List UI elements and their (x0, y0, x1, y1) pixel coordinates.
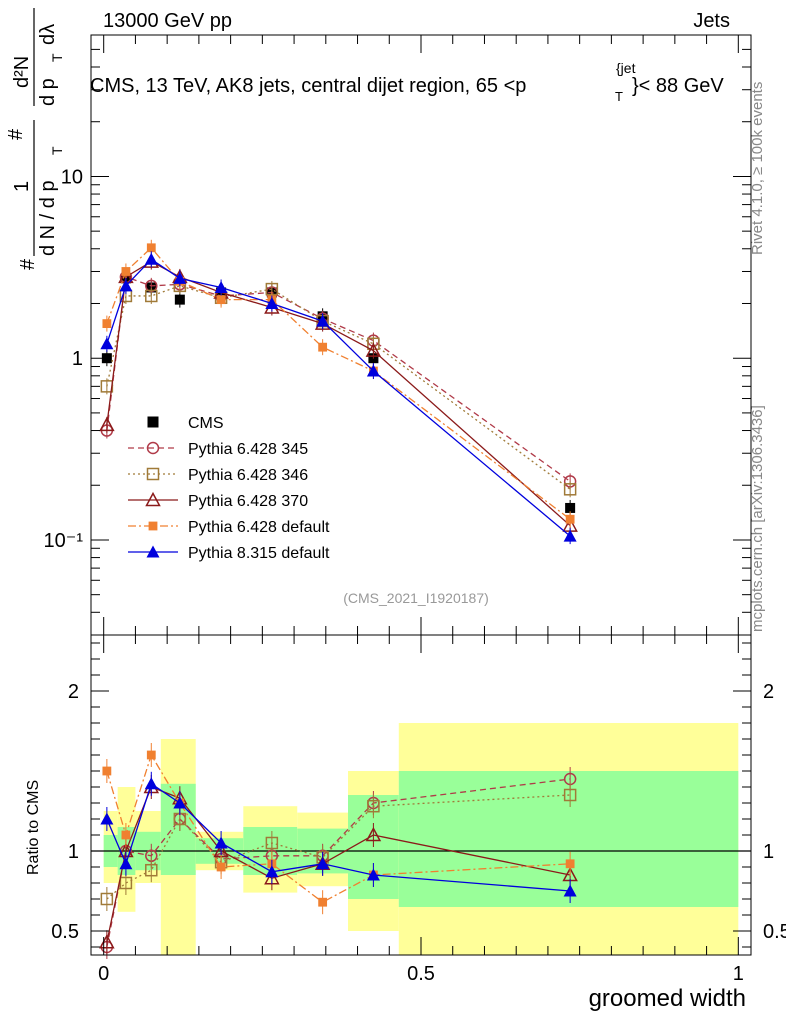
plot-title-sub: T (615, 89, 623, 104)
ratio-point-4-4 (214, 836, 228, 849)
legend-marker-1 (146, 441, 160, 455)
legend-label-5: Pythia 8.315 default (188, 545, 330, 562)
data-point-5-5 (265, 296, 279, 309)
ratio-point-4-5 (265, 865, 279, 878)
data-point-0-3 (174, 294, 185, 305)
ratio-tick-label-right: 1 (763, 841, 774, 863)
data-point-4-1 (121, 267, 131, 276)
legend: CMS Pythia 6.428 345 Pythia 6.428 346 Pythi… (128, 415, 330, 562)
header-left: 13000 GeV pp (103, 10, 232, 32)
data-point-0-8 (565, 502, 576, 513)
plot-title-end: }< 88 GeV (632, 75, 724, 97)
ratio-tick-label-left: 2 (68, 681, 79, 703)
legend-label-3: Pythia 6.428 370 (188, 493, 308, 510)
ratio-point-4-3 (173, 796, 187, 809)
y-tick-label-top: 1 (72, 348, 83, 370)
ratio-point-1-1 (119, 876, 133, 890)
plot-title: CMS, 13 TeV, AK8 jets, central dijet reg… (90, 75, 526, 97)
ratio-point-1-2 (145, 863, 158, 877)
ylabel-hash-2: # (5, 128, 27, 140)
ylabel-T1: T (49, 146, 65, 155)
ratio-point-4-2 (144, 777, 158, 790)
ratio-point-4-1 (119, 857, 133, 870)
legend-marker-3 (145, 491, 161, 507)
stat-band-8 (398, 771, 739, 907)
data-point-5-4 (214, 280, 228, 293)
ratio-point-2-7 (365, 826, 382, 842)
ratio-tick-label-right: 2 (763, 681, 774, 703)
data-point-5-8 (563, 529, 577, 542)
data-point-5-6 (316, 314, 330, 327)
plot-title-main: CMS, 13 TeV, AK8 jets, central dijet reg… (90, 75, 526, 97)
ratio-point-3-4 (216, 862, 226, 872)
data-point-2-8 (563, 483, 577, 496)
x-axis-label: groomed width (589, 985, 746, 1012)
data-point-3-0 (99, 416, 115, 432)
ratio-point-3-2 (146, 750, 156, 760)
ratio-point-4-7 (366, 868, 380, 881)
ratio-point-3-8 (565, 859, 575, 869)
ylabel-dlambda: dλ (37, 24, 59, 45)
x-tick-label: 0 (98, 963, 109, 985)
legend-marker-0 (147, 416, 159, 428)
ratio-point-1-8 (563, 788, 577, 802)
y-tick-label-top: 10 (61, 166, 83, 188)
ratio-tick-label-right: 0.5 (763, 921, 786, 943)
data-point-5-7 (366, 364, 380, 377)
legend-label-1: Pythia 6.428 345 (188, 441, 308, 458)
legend-label-2: Pythia 6.428 346 (188, 467, 308, 484)
data-point-3-7 (365, 342, 382, 357)
ylabel-dN: d N / d p (37, 180, 59, 256)
ratio-point-1-5 (265, 836, 279, 850)
data-point-2-2 (145, 289, 158, 303)
ratio-point-3-0 (102, 766, 112, 776)
rivet-label: Rivet 4.1.0, ≥ 100k events (749, 82, 766, 255)
x-tick-label: 0.5 (407, 963, 435, 985)
ratio-tick-label-left: 1 (68, 841, 79, 863)
legend-marker-2 (146, 467, 160, 481)
y-tick-label-top: 10⁻¹ (44, 530, 84, 552)
ratio-point-1-0 (100, 892, 114, 906)
data-point-5-1 (119, 279, 133, 292)
ylabel-dpT: d p (37, 78, 59, 106)
legend-marker-4 (148, 521, 158, 531)
ratio-point-4-8 (563, 884, 577, 897)
legend-marker-5 (146, 545, 160, 558)
ratio-point-3-6 (318, 897, 328, 907)
data-point-5-0 (100, 337, 114, 350)
y-axis-label-top: # 1 d N / d p T # d²N d p T dλ (5, 8, 65, 270)
ylabel-one: 1 (11, 181, 33, 192)
ratio-point-4-0 (100, 812, 114, 825)
ylabel-T2: T (49, 53, 65, 62)
mcplots-label: mcplots.cern.ch [arXiv:1306.3436] (749, 405, 766, 632)
data-point-4-6 (318, 342, 328, 352)
data-point-4-2 (146, 243, 156, 253)
ratio-tick-label-left: 0.5 (51, 921, 79, 943)
ratio-point-1-7 (367, 799, 380, 813)
ylabel-hash-1: # (17, 258, 39, 270)
ylabel-d2N: d²N (11, 56, 33, 88)
data-point-4-0 (102, 319, 112, 329)
ratio-point-3-1 (121, 830, 131, 840)
data-point-5-2 (144, 252, 158, 265)
ratio-line-3 (106, 753, 571, 903)
analysis-tag: (CMS_2021_I1920187) (343, 590, 489, 606)
plot-title-sup: {jet (616, 60, 636, 76)
data-point-4-4 (216, 295, 226, 305)
data-point-4-8 (565, 514, 575, 524)
header-right: Jets (693, 10, 730, 32)
x-tick-label: 1 (733, 963, 744, 985)
ratio-point-4-6 (316, 857, 330, 870)
series-line-1 (106, 276, 571, 482)
ratio-y-label: Ratio to CMS (25, 780, 42, 875)
legend-label-0: CMS (188, 415, 224, 432)
series-line-2 (106, 285, 571, 490)
legend-label-4: Pythia 6.428 default (188, 519, 330, 536)
data-point-5-3 (173, 271, 187, 284)
